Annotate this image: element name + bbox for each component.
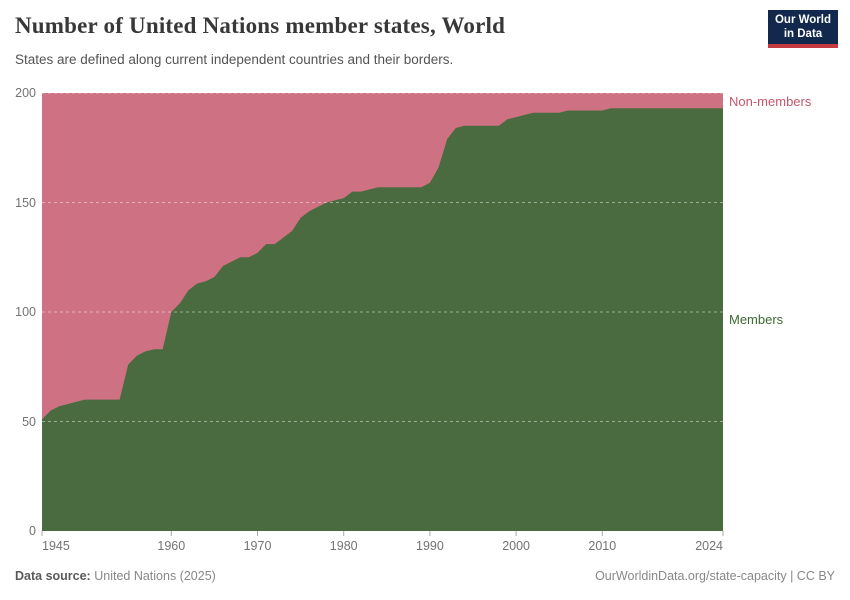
data-source: Data source: United Nations (2025) — [15, 569, 216, 583]
chart-title: Number of United Nations member states, … — [15, 13, 506, 38]
data-source-value: United Nations (2025) — [94, 569, 216, 583]
x-axis-label: 2000 — [502, 539, 531, 553]
series-label-members: Members — [729, 312, 784, 327]
owid-logo[interactable]: Our World in Data — [768, 10, 838, 48]
members-area — [42, 108, 723, 532]
chart-footer: Data source: United Nations (2025) OurWo… — [15, 569, 835, 583]
y-axis-label: 0 — [29, 524, 36, 538]
y-axis-label: 150 — [15, 195, 36, 210]
y-axis-label: 200 — [15, 86, 36, 100]
x-axis-label: 1990 — [416, 539, 444, 553]
owid-logo-line2: in Data — [783, 28, 823, 40]
data-source-label: Data source: — [15, 569, 91, 583]
x-axis-label: 1945 — [42, 539, 70, 553]
y-axis-label: 100 — [15, 305, 36, 319]
x-axis-label: 2024 — [695, 539, 723, 553]
chart-subtitle: States are defined along current indepen… — [15, 52, 454, 67]
owid-logo-line1: Our World — [774, 13, 831, 26]
x-axis-label: 1980 — [329, 539, 358, 553]
x-axis-label: 1960 — [157, 539, 186, 553]
y-axis-label: 50 — [22, 414, 36, 429]
series-label-non-members: Non-members — [729, 94, 812, 109]
attribution-link[interactable]: OurWorldinData.org/state-capacity | CC B… — [595, 569, 835, 583]
stacked-area-plot[interactable] — [41, 92, 724, 536]
x-axis-label: 1970 — [243, 539, 272, 553]
x-axis-label: 2010 — [588, 539, 617, 553]
